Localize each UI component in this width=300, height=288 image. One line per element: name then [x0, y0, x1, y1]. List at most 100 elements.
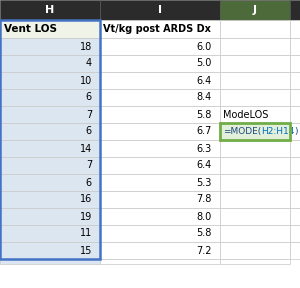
Bar	[0, 20, 100, 259]
Text: ): )	[295, 127, 298, 136]
Text: 5.8: 5.8	[196, 109, 212, 120]
Text: 7: 7	[86, 109, 92, 120]
Text: 8.0: 8.0	[197, 211, 212, 221]
Bar	[0, 140, 100, 157]
Bar	[290, 123, 300, 140]
Text: 6.4: 6.4	[197, 160, 212, 170]
Text: 18: 18	[80, 41, 92, 52]
Text: Vent LOS: Vent LOS	[4, 24, 57, 34]
Bar	[220, 191, 290, 208]
Bar	[220, 0, 290, 20]
Text: 6.3: 6.3	[197, 143, 212, 154]
Text: 7.8: 7.8	[196, 194, 212, 204]
Bar	[220, 123, 290, 140]
Bar	[100, 259, 220, 264]
Bar	[0, 225, 100, 242]
Bar	[100, 55, 220, 72]
Bar	[100, 191, 220, 208]
Bar	[220, 174, 290, 191]
Bar	[100, 242, 220, 259]
Text: 15: 15	[80, 245, 92, 255]
Bar	[100, 123, 220, 140]
Bar	[100, 20, 220, 38]
Text: 6.7: 6.7	[196, 126, 212, 137]
Bar	[0, 20, 100, 38]
Bar	[220, 72, 290, 89]
Bar	[290, 157, 300, 174]
Text: 6: 6	[86, 126, 92, 137]
Bar	[220, 157, 290, 174]
Bar	[290, 191, 300, 208]
Bar	[220, 55, 290, 72]
Bar	[0, 259, 100, 264]
Bar	[0, 55, 100, 72]
Text: 6.4: 6.4	[197, 75, 212, 86]
Bar	[220, 106, 290, 123]
Bar	[100, 208, 220, 225]
Bar	[0, 38, 100, 55]
Text: I: I	[158, 5, 162, 15]
Bar	[290, 208, 300, 225]
Bar	[100, 89, 220, 106]
Bar	[0, 106, 100, 123]
Text: 7.2: 7.2	[196, 245, 212, 255]
Text: 6: 6	[86, 177, 92, 187]
Bar	[100, 0, 220, 20]
Bar	[100, 72, 220, 89]
Bar	[220, 259, 290, 264]
Text: 8.4: 8.4	[197, 92, 212, 103]
Bar	[220, 208, 290, 225]
Bar	[0, 208, 100, 225]
Bar	[100, 225, 220, 242]
Text: 6.0: 6.0	[197, 41, 212, 52]
Bar	[290, 174, 300, 191]
Bar	[100, 157, 220, 174]
Bar	[290, 140, 300, 157]
Bar	[100, 140, 220, 157]
Text: 5.0: 5.0	[196, 58, 212, 69]
Text: 6: 6	[86, 92, 92, 103]
Text: 10: 10	[80, 75, 92, 86]
Text: =MODE(: =MODE(	[223, 127, 261, 136]
Bar	[290, 89, 300, 106]
Bar	[220, 38, 290, 55]
Bar	[0, 123, 100, 140]
Bar	[0, 0, 100, 20]
Bar	[290, 38, 300, 55]
Bar	[0, 242, 100, 259]
Text: ModeLOS: ModeLOS	[223, 109, 268, 120]
Bar	[0, 174, 100, 191]
Bar	[220, 140, 290, 157]
Text: Vt/kg post ARDS Dx: Vt/kg post ARDS Dx	[103, 24, 211, 34]
Bar	[290, 225, 300, 242]
Text: H2:H14: H2:H14	[261, 127, 295, 136]
Bar	[100, 38, 220, 55]
Bar	[0, 157, 100, 174]
Text: 11: 11	[80, 228, 92, 238]
Bar	[290, 106, 300, 123]
Text: 5.8: 5.8	[196, 228, 212, 238]
Text: 19: 19	[80, 211, 92, 221]
Text: 4: 4	[86, 58, 92, 69]
Text: J: J	[253, 5, 257, 15]
Bar	[0, 191, 100, 208]
Bar	[290, 72, 300, 89]
Text: 14: 14	[80, 143, 92, 154]
Bar	[220, 123, 290, 140]
Bar	[100, 106, 220, 123]
Bar	[290, 55, 300, 72]
Bar	[220, 89, 290, 106]
Bar	[0, 72, 100, 89]
Bar	[290, 20, 300, 38]
Bar	[220, 20, 290, 38]
Text: 5.3: 5.3	[196, 177, 212, 187]
Bar	[220, 242, 290, 259]
Text: 16: 16	[80, 194, 92, 204]
Text: 7: 7	[86, 160, 92, 170]
Bar	[100, 174, 220, 191]
Text: H: H	[45, 5, 55, 15]
Bar	[0, 89, 100, 106]
Bar	[220, 225, 290, 242]
Bar	[290, 0, 300, 20]
Bar	[290, 242, 300, 259]
